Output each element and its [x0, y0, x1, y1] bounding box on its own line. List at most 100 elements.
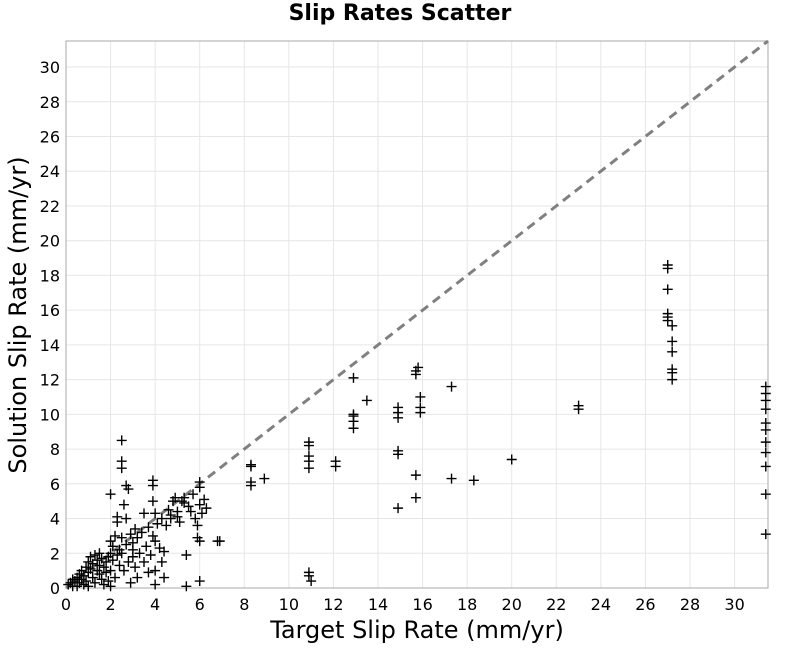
x-axis-ticks: 0 2 4 6 8 10 12 14 16 18 20 22 24 26 28 30 — [61, 595, 745, 614]
data-point — [114, 560, 125, 571]
data-point — [132, 572, 143, 583]
data-point — [132, 532, 143, 543]
data-point — [662, 284, 673, 295]
data-point — [116, 532, 127, 543]
data-point — [760, 461, 771, 472]
data-point — [165, 513, 176, 524]
data-point — [410, 492, 421, 503]
x-tick-label: 26 — [635, 595, 655, 614]
data-point — [105, 548, 116, 559]
data-point — [760, 447, 771, 458]
data-point — [89, 577, 100, 588]
data-point — [130, 562, 141, 573]
data-point — [181, 581, 192, 592]
data-point — [141, 541, 152, 552]
grid-lines — [65, 41, 768, 589]
x-tick-label: 10 — [279, 595, 299, 614]
data-point — [107, 541, 118, 552]
data-point — [196, 508, 207, 519]
data-point — [303, 463, 314, 474]
data-point — [667, 320, 678, 331]
data-point — [393, 449, 404, 460]
data-point — [125, 577, 136, 588]
data-point — [94, 548, 105, 559]
y-tick-label: 12 — [40, 371, 60, 390]
data-point — [143, 522, 154, 533]
data-point — [179, 492, 190, 503]
data-point — [194, 482, 205, 493]
data-point — [101, 556, 112, 567]
data-point — [159, 546, 170, 557]
data-point — [348, 372, 359, 383]
data-point — [667, 336, 678, 347]
x-tick-label: 30 — [724, 595, 744, 614]
data-point — [147, 496, 158, 507]
data-point — [125, 529, 136, 540]
y-tick-label: 8 — [50, 440, 60, 459]
data-point — [103, 576, 114, 587]
data-point — [330, 461, 341, 472]
data-point — [413, 362, 424, 373]
y-tick-label: 28 — [40, 93, 60, 112]
data-point — [81, 576, 92, 587]
data-point — [172, 506, 183, 517]
data-point — [127, 551, 138, 562]
data-point — [150, 579, 161, 590]
data-point — [348, 423, 359, 434]
y-tick-label: 18 — [40, 266, 60, 285]
data-point — [105, 536, 116, 547]
x-tick-label: 22 — [546, 595, 566, 614]
data-point — [123, 484, 134, 495]
data-point — [116, 435, 127, 446]
data-point — [170, 492, 181, 503]
data-point — [121, 539, 132, 550]
data-point — [468, 475, 479, 486]
data-point — [760, 529, 771, 540]
data-point — [156, 513, 167, 524]
x-axis-label: Target Slip Rate (mm/yr) — [270, 616, 564, 644]
data-point — [156, 556, 167, 567]
data-point — [87, 572, 98, 583]
data-point — [118, 499, 129, 510]
data-point — [118, 565, 129, 576]
data-point — [662, 263, 673, 274]
data-point — [183, 501, 194, 512]
data-point — [760, 489, 771, 500]
data-point — [393, 503, 404, 514]
data-point — [152, 518, 163, 529]
data-point — [96, 574, 107, 585]
x-tick-label: 4 — [150, 595, 160, 614]
data-point — [245, 461, 256, 472]
y-tick-label: 14 — [40, 336, 60, 355]
data-point — [410, 470, 421, 481]
data-point — [150, 565, 161, 576]
data-point — [214, 536, 225, 547]
data-point — [163, 504, 174, 515]
x-tick-label: 20 — [502, 595, 522, 614]
data-point — [159, 572, 170, 583]
y-tick-label: 22 — [40, 197, 60, 216]
y-tick-label: 6 — [50, 475, 60, 494]
data-point — [147, 480, 158, 491]
data-point — [194, 536, 205, 547]
data-point — [136, 527, 147, 538]
data-point — [185, 506, 196, 517]
data-point — [110, 572, 121, 583]
y-tick-label: 10 — [40, 405, 60, 424]
data-point — [107, 555, 118, 566]
data-point — [194, 499, 205, 510]
data-point — [83, 556, 94, 567]
data-point — [127, 537, 138, 548]
plot-frame — [65, 40, 769, 589]
data-point — [667, 374, 678, 385]
data-point — [81, 562, 92, 573]
data-point — [110, 530, 121, 541]
data-point — [145, 550, 156, 561]
data-point — [85, 551, 96, 562]
data-point — [98, 562, 109, 573]
data-point — [667, 346, 678, 357]
data-point — [415, 391, 426, 402]
x-tick-label: 2 — [105, 595, 115, 614]
data-point — [410, 369, 421, 380]
